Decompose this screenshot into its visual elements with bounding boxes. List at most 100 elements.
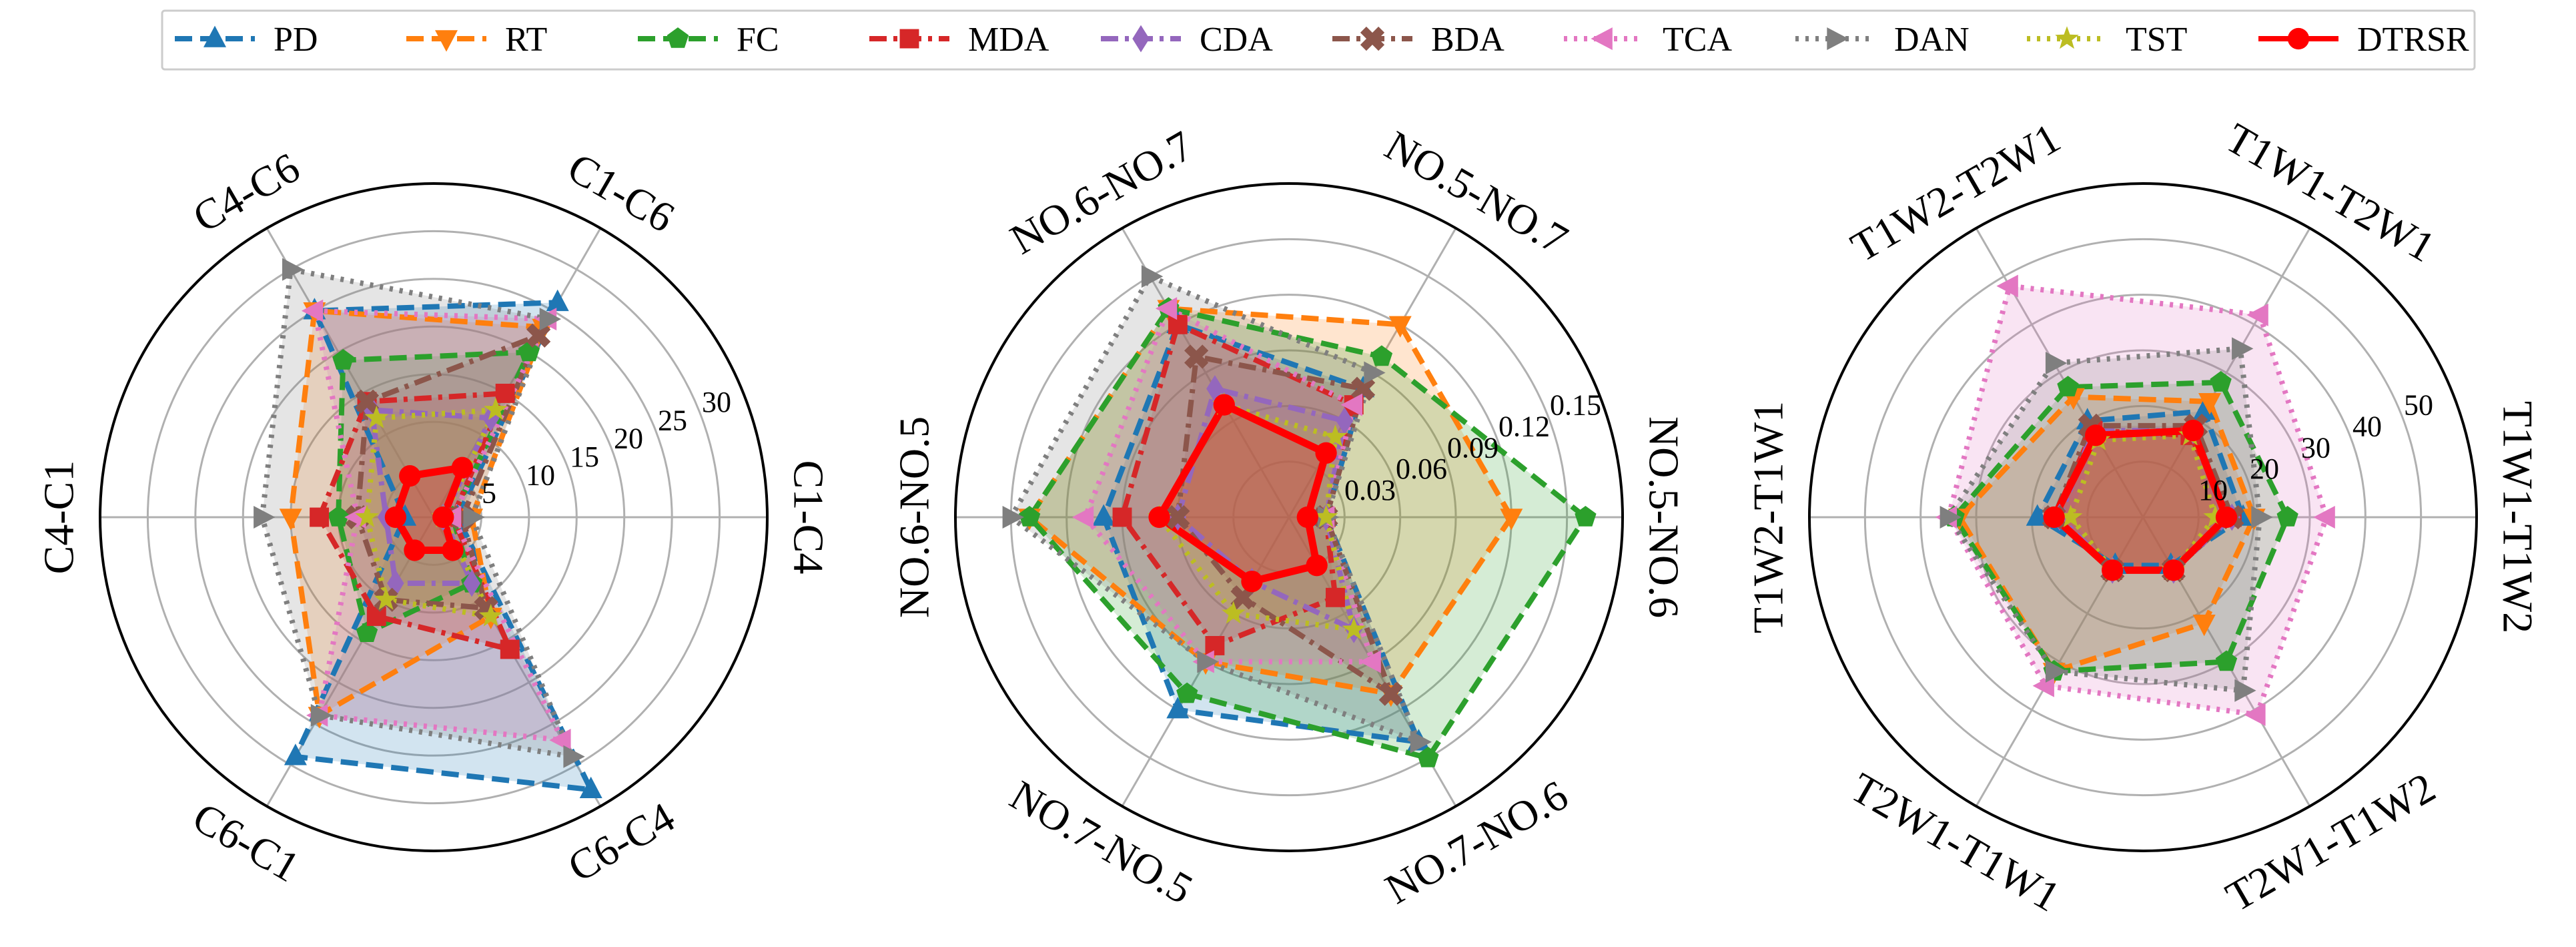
data-point-dan-3 bbox=[254, 506, 276, 529]
data-point-cda-5 bbox=[463, 569, 480, 597]
data-point-pd-1 bbox=[546, 289, 569, 312]
data-point-mda-2 bbox=[1168, 314, 1188, 334]
category-label: C4-C6 bbox=[185, 143, 307, 242]
data-point-cda-1 bbox=[1336, 407, 1354, 435]
category-label: C6-C4 bbox=[560, 793, 682, 891]
radar-chart-1: 5 10 15 20 25 30 C1-C4 C1-C6 C4-C6 C4-C1 C6-C1 C6-C… bbox=[35, 143, 833, 891]
legend-marker-pd bbox=[203, 25, 226, 47]
legend-label-tca: TCA bbox=[1663, 21, 1732, 59]
data-point-tst-4 bbox=[374, 587, 398, 610]
data-point-dan-1 bbox=[1364, 361, 1386, 384]
data-point-rt-1 bbox=[2198, 393, 2221, 415]
data-point-dan-5 bbox=[2234, 679, 2256, 702]
radar-chart-3: 10 20 30 40 50 T1W1-T1W2 T1W1-T2W1 T1W2-T2W1 T1W… bbox=[1745, 113, 2542, 920]
data-point-pd-4 bbox=[1166, 697, 1190, 719]
data-point-bda-2 bbox=[354, 389, 380, 414]
data-point-dtrsr-0 bbox=[1296, 506, 1318, 529]
data-point-dtrsr-5 bbox=[2162, 559, 2184, 581]
tick-label: 40 bbox=[2352, 410, 2382, 442]
data-point-dtrsr-4 bbox=[404, 539, 426, 561]
data-point-dan-5 bbox=[1410, 730, 1432, 753]
data-point-dan-1 bbox=[539, 308, 561, 331]
data-point-dtrsr-5 bbox=[442, 539, 464, 561]
legend-item-fc: FC bbox=[638, 21, 779, 59]
category-label: T2W1-T1W2 bbox=[2218, 763, 2443, 921]
data-point-dtrsr-4 bbox=[1241, 571, 1263, 593]
tick-label: 10 bbox=[526, 458, 555, 491]
legend-label-pd: PD bbox=[274, 21, 318, 59]
series-fill-tst bbox=[1159, 404, 1354, 630]
tick-label: 30 bbox=[2301, 431, 2330, 464]
data-point-bda-5 bbox=[1378, 681, 1403, 706]
data-point-dan-4 bbox=[1197, 650, 1219, 673]
data-point-dan-4 bbox=[2045, 659, 2068, 683]
legend-item-cda: CDA bbox=[1101, 21, 1273, 59]
data-point-fc-3 bbox=[1018, 506, 1041, 527]
data-point-dan-4 bbox=[310, 703, 333, 727]
data-point-dtrsr-2 bbox=[1213, 394, 1235, 416]
data-point-dan-3 bbox=[1940, 506, 1962, 529]
tick-label: 20 bbox=[2250, 452, 2279, 485]
data-point-mda-3 bbox=[310, 507, 330, 527]
data-point-dan-1 bbox=[2232, 337, 2254, 360]
legend-label-tst: TST bbox=[2126, 21, 2187, 59]
data-point-tst-0 bbox=[2203, 505, 2228, 528]
data-point-tst-5 bbox=[1342, 617, 1366, 640]
series-fill-mda bbox=[1122, 324, 1354, 646]
legend-label-rt: RT bbox=[505, 21, 547, 59]
data-point-tca-5 bbox=[2244, 703, 2266, 726]
data-point-rt-1 bbox=[1388, 316, 1412, 338]
data-point-dan-2 bbox=[2045, 352, 2068, 375]
data-point-bda-3 bbox=[1166, 505, 1190, 530]
data-point-rt-3 bbox=[279, 509, 302, 531]
grid-spoke bbox=[1975, 228, 2144, 518]
data-point-tca-2 bbox=[301, 299, 324, 322]
data-point-dtrsr-3 bbox=[1148, 506, 1170, 529]
data-point-fc-1 bbox=[1370, 345, 1393, 366]
data-point-fc-5 bbox=[2215, 650, 2238, 671]
category-label: NO.5-NO.6 bbox=[1641, 416, 1688, 618]
radar-chart-2: 0.030.060.090.120.15NO.5-NO.6NO.5-NO.7NO… bbox=[891, 121, 1688, 913]
data-point-dan-3 bbox=[1002, 506, 1024, 529]
data-point-fc-2 bbox=[2057, 376, 2079, 396]
legend-item-dan: DAN bbox=[1795, 21, 1970, 59]
data-point-tca-1 bbox=[1340, 393, 1362, 416]
data-point-tst-1 bbox=[1323, 424, 1348, 447]
legend-item-dtrsr: DTRSR bbox=[2258, 21, 2469, 59]
data-point-tst-3 bbox=[355, 505, 379, 528]
tick-label: 5 bbox=[482, 477, 496, 510]
series-fill-cda bbox=[372, 410, 491, 583]
data-point-pd-3 bbox=[2026, 504, 2049, 526]
data-point-tca-5 bbox=[549, 729, 571, 751]
legend-label-dan: DAN bbox=[1894, 21, 1970, 59]
outer-circle bbox=[99, 182, 769, 852]
series-fill-dan bbox=[262, 269, 572, 757]
outer-circle bbox=[954, 182, 1624, 852]
data-point-fc-4 bbox=[1176, 682, 1198, 703]
legend-marker-rt bbox=[435, 30, 458, 52]
data-point-mda-3 bbox=[1112, 507, 1132, 527]
legend-marker-bda bbox=[1360, 26, 1385, 51]
data-point-fc-4 bbox=[356, 621, 378, 642]
category-label: C4-C1 bbox=[35, 460, 83, 575]
data-point-tca-2 bbox=[1155, 297, 1178, 320]
series-markers bbox=[1935, 274, 2335, 726]
data-point-dtrsr-2 bbox=[2085, 424, 2107, 446]
data-point-pd-3 bbox=[1092, 504, 1116, 526]
category-label: T1W1-T2W1 bbox=[2218, 113, 2443, 271]
legend-item-tca: TCA bbox=[1564, 21, 1732, 59]
data-point-tca-3 bbox=[344, 506, 366, 529]
data-point-dtrsr-1 bbox=[2182, 419, 2204, 442]
legend-marker-cda bbox=[1132, 25, 1150, 53]
data-point-tst-5 bbox=[478, 603, 503, 627]
category-label: C6-C1 bbox=[185, 793, 307, 891]
legend-label-bda: BDA bbox=[1431, 21, 1505, 59]
legend-label-dtrsr: DTRSR bbox=[2357, 21, 2469, 59]
tick-label: 50 bbox=[2404, 389, 2433, 422]
tick-label: 10 bbox=[2198, 474, 2228, 507]
category-label: C1-C6 bbox=[560, 143, 682, 242]
tick-label: 15 bbox=[570, 440, 599, 473]
legend-item-tst: TST bbox=[2027, 21, 2187, 59]
legend-item-pd: PD bbox=[175, 21, 318, 59]
tick-label: 0.03 bbox=[1344, 474, 1396, 507]
